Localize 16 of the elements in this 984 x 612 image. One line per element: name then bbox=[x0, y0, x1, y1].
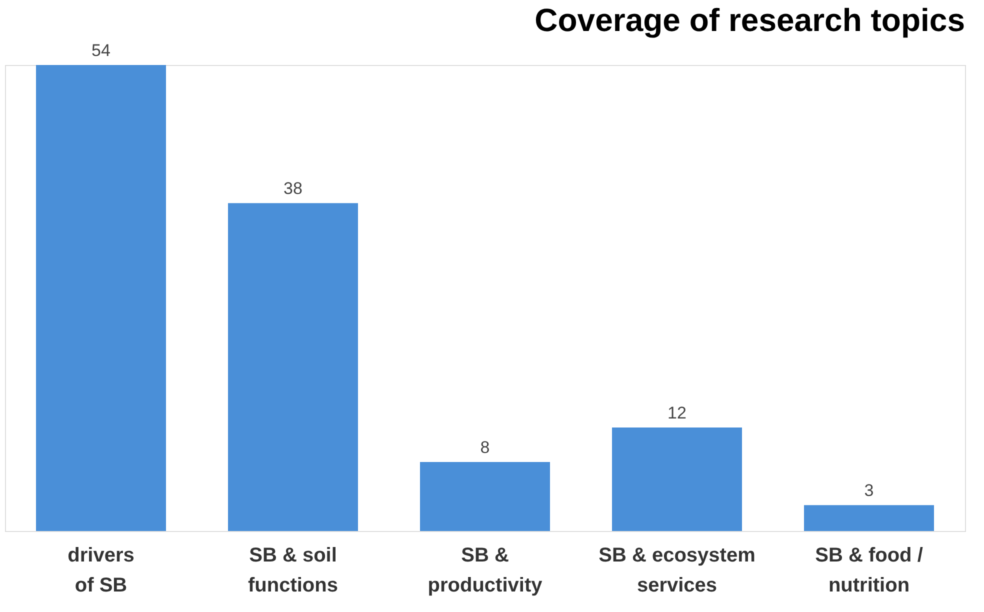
data-label: 12 bbox=[668, 403, 686, 422]
x-tick-label: drivers of SB bbox=[68, 544, 134, 596]
x-tick-label: SB & soil functions bbox=[248, 544, 338, 596]
bar bbox=[420, 462, 550, 531]
bar bbox=[804, 505, 934, 531]
x-tick-label: SB & food / nutrition bbox=[815, 544, 924, 596]
x-tick-label: SB & productivity bbox=[428, 544, 544, 596]
bar bbox=[612, 427, 742, 531]
bar bbox=[228, 203, 358, 531]
data-label: 54 bbox=[92, 41, 110, 60]
x-tick-label: SB & ecosystem services bbox=[598, 544, 756, 596]
data-label: 38 bbox=[284, 179, 302, 198]
chart-title: Coverage of research topics bbox=[534, 2, 965, 38]
data-label: 3 bbox=[864, 481, 874, 500]
bar bbox=[36, 65, 166, 531]
data-label: 8 bbox=[480, 438, 490, 457]
